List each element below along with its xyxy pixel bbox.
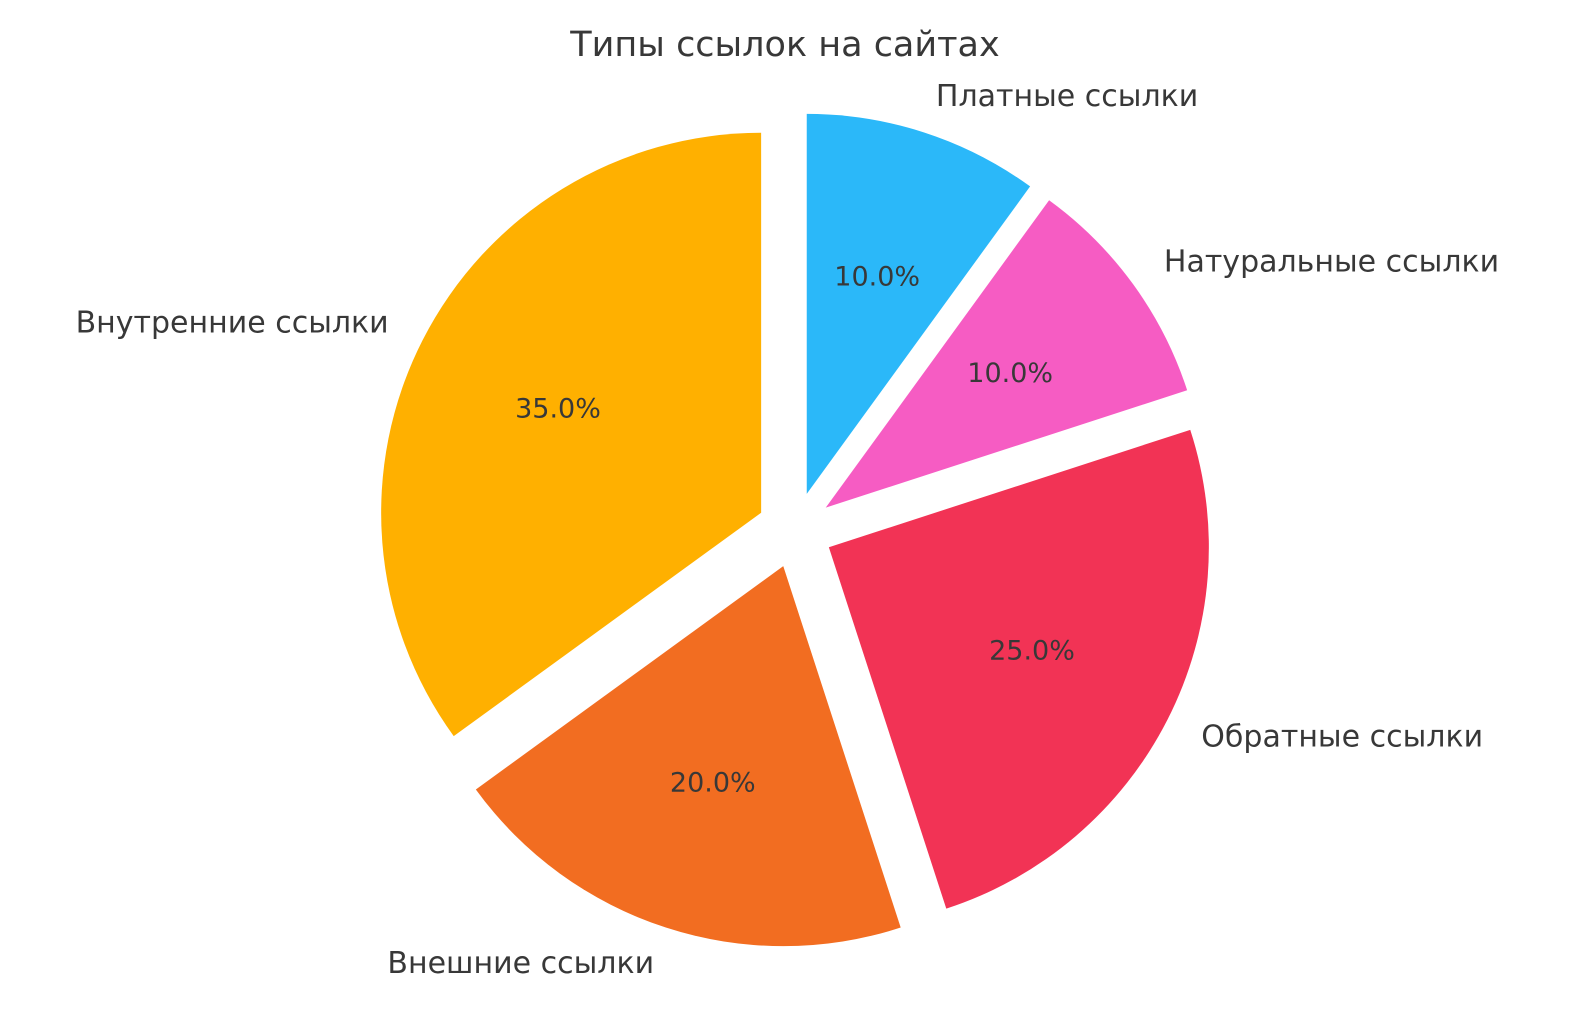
- pie-slice-3: [828, 429, 1209, 909]
- percent-label-2: 10.0%: [967, 358, 1053, 389]
- percent-label-5: 35.0%: [515, 394, 601, 425]
- slice-label-1: Платные ссылки: [936, 79, 1198, 114]
- slice-labels-group: Платные ссылки Натуральные ссылки Обратные…: [76, 79, 1500, 981]
- percent-label-4: 20.0%: [670, 768, 756, 799]
- pie-slices-group: [381, 113, 1209, 947]
- slice-label-4: Внешние ссылки: [387, 946, 654, 981]
- pie-slice-4: [475, 566, 901, 947]
- slice-label-3: Обратные ссылки: [1201, 720, 1483, 755]
- pie-slice-1: [806, 113, 1031, 494]
- percent-label-1: 10.0%: [834, 262, 920, 293]
- pie-slice-2: [825, 200, 1188, 508]
- pie-slice-5: [381, 132, 762, 737]
- slice-label-5: Внутренние ссылки: [76, 306, 389, 341]
- percent-label-3: 25.0%: [989, 635, 1075, 666]
- chart-title: Типы ссылок на сайтах: [569, 25, 999, 65]
- slice-label-2: Натуральные ссылки: [1164, 245, 1499, 280]
- percent-labels-group: 10.0% 10.0% 25.0% 20.0% 35.0%: [515, 262, 1075, 799]
